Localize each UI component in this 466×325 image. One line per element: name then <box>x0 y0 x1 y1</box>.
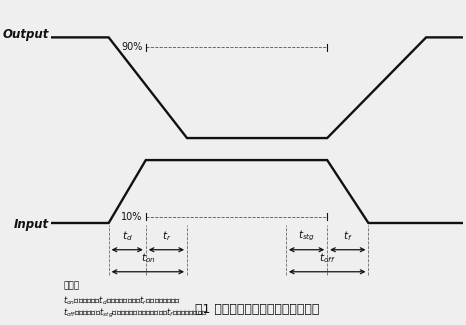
Text: Input: Input <box>14 218 49 231</box>
Text: $t_r$: $t_r$ <box>162 229 171 243</box>
Text: $t_{stg}$: $t_{stg}$ <box>298 228 315 243</box>
Text: $t_{off}$为关闭时间，$t_{stg}$为关闭延时（或贮存）时间，$t_f$为关闭下降时间。: $t_{off}$为关闭时间，$t_{stg}$为关闭延时（或贮存）时间，$t_… <box>63 307 208 320</box>
Text: 图1 品体管导通和关闭时间测试波形: 图1 品体管导通和关闭时间测试波形 <box>195 303 319 316</box>
Text: $t_{on}$为导通时间，$t_d$为导通延时时间，$t_r$为导通上升时间；: $t_{on}$为导通时间，$t_d$为导通延时时间，$t_r$为导通上升时间； <box>63 294 182 307</box>
Text: $t_{on}$: $t_{on}$ <box>141 251 155 265</box>
Text: 10%: 10% <box>121 212 143 222</box>
Text: $t_{off}$: $t_{off}$ <box>319 251 336 265</box>
Text: 90%: 90% <box>121 43 143 52</box>
Text: 说明：: 说明： <box>63 281 79 290</box>
Text: Output: Output <box>2 28 49 41</box>
Text: $t_f$: $t_f$ <box>343 229 353 243</box>
Text: $t_d$: $t_d$ <box>122 229 133 243</box>
